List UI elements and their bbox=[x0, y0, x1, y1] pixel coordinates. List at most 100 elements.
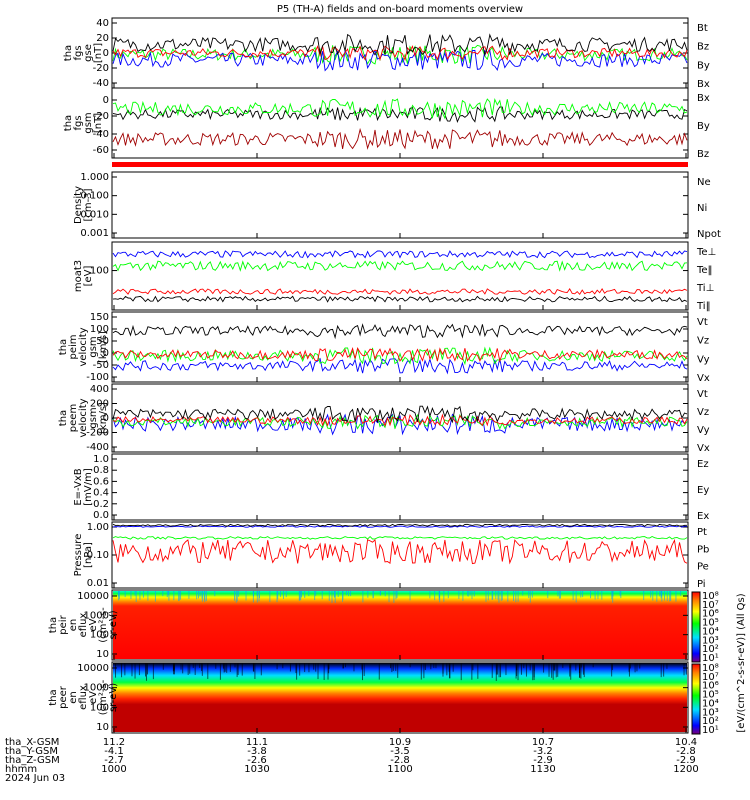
series-line bbox=[112, 33, 688, 57]
panel-6: 400 200 0 -200 -400 tha peem velocity gsm [km/s] V… bbox=[58, 383, 710, 454]
spectrogram-texture bbox=[472, 663, 474, 671]
x-tick-label: -2.9 bbox=[533, 755, 553, 766]
series-line bbox=[112, 45, 688, 62]
spectrogram-texture bbox=[328, 663, 330, 674]
spectrogram-texture bbox=[279, 591, 281, 597]
spectrogram-texture bbox=[219, 663, 221, 680]
spectrogram-texture bbox=[299, 663, 301, 676]
colorbar-tick: 10² bbox=[702, 716, 719, 727]
legend-ex: Ex bbox=[697, 511, 709, 522]
spectrogram-texture bbox=[580, 591, 582, 598]
spectrogram-texture bbox=[254, 663, 256, 679]
spectrogram-texture bbox=[517, 591, 519, 602]
y-axis-label: Pressure bbox=[73, 534, 84, 577]
spectrogram-texture bbox=[235, 591, 237, 603]
spectrogram-texture bbox=[495, 591, 497, 600]
x-tick-label: 1130 bbox=[530, 764, 555, 775]
y-axis-label: [nPa] bbox=[83, 542, 94, 568]
series-line bbox=[112, 535, 688, 540]
spectrogram-texture bbox=[395, 663, 397, 671]
x-tick-label: 10.9 bbox=[389, 737, 411, 748]
y-tick-label: 100 bbox=[90, 324, 109, 335]
y-axis-label: Density bbox=[73, 186, 84, 224]
spectrogram-texture bbox=[285, 591, 287, 598]
y-tick-label: 10 bbox=[96, 722, 109, 733]
x-axis-row-label: 2024 Jun 03 bbox=[5, 773, 65, 784]
legend-ey: Ey bbox=[697, 485, 709, 496]
spectrogram-texture bbox=[337, 591, 339, 597]
y-tick-label: 0 bbox=[103, 48, 109, 59]
colorbar-tick: 10⁵ bbox=[702, 690, 719, 701]
y-axis-label: [nT] bbox=[93, 113, 104, 133]
spectrogram-texture bbox=[276, 591, 278, 603]
spectrogram-texture bbox=[533, 663, 535, 681]
spectrogram-texture bbox=[529, 663, 531, 671]
spectrogram-texture bbox=[289, 663, 291, 672]
spectrogram-texture bbox=[327, 663, 329, 680]
panel-1: 40 20 0 -20 -40 tha fgs gse [nT] Bt Bz By Bx bbox=[63, 17, 710, 90]
spectrogram-texture bbox=[532, 663, 534, 681]
spectrogram-texture bbox=[660, 591, 662, 597]
y-tick-label: -400 bbox=[86, 442, 109, 453]
spectrogram-texture bbox=[557, 591, 559, 597]
spectrogram-texture bbox=[315, 591, 317, 596]
spectrogram-texture bbox=[299, 591, 301, 601]
spectrogram-texture bbox=[118, 591, 120, 601]
chart-title: P5 (TH-A) fields and on-board moments ov… bbox=[277, 4, 523, 15]
series-line bbox=[112, 288, 688, 296]
y-axis-label: [eV] bbox=[83, 266, 94, 287]
x-tick-label: -3.2 bbox=[533, 746, 553, 757]
spectrogram-texture bbox=[590, 591, 592, 599]
panel-frame bbox=[111, 453, 689, 521]
y-tick-label: 100 bbox=[90, 630, 109, 641]
spectrogram-texture bbox=[147, 591, 149, 601]
spectrogram-texture bbox=[372, 591, 374, 599]
y-axis-label: [mV/m] bbox=[83, 468, 94, 506]
legend-te‖: Te‖ bbox=[696, 265, 713, 276]
y-tick-label: 1.00 bbox=[87, 522, 109, 533]
y-axis-label: eflux bbox=[78, 685, 89, 710]
spectrogram-texture bbox=[449, 663, 451, 679]
spectrogram-texture bbox=[182, 663, 184, 674]
spectrogram-texture bbox=[145, 663, 147, 681]
spectrogram-texture bbox=[448, 663, 450, 672]
spectrogram-texture bbox=[553, 663, 555, 671]
y-axis-label: gse bbox=[83, 44, 94, 62]
colorbar-tick: 10⁴ bbox=[702, 626, 719, 637]
spectrogram-texture bbox=[629, 663, 631, 669]
series-line bbox=[112, 127, 688, 150]
legend-bx: Bx bbox=[697, 79, 710, 90]
legend-by: By bbox=[697, 121, 710, 132]
spectrogram-texture bbox=[384, 591, 386, 597]
panel-frame bbox=[111, 171, 689, 239]
spectrogram-texture bbox=[634, 663, 636, 673]
y-tick-label: 0 bbox=[103, 95, 109, 106]
y-tick-label: 0.0 bbox=[93, 510, 109, 521]
spectrogram-texture bbox=[304, 591, 306, 598]
y-axis-label: velocity bbox=[78, 398, 89, 437]
spectrogram-texture bbox=[547, 591, 549, 599]
legend-pe: Pe bbox=[697, 562, 709, 573]
spectrogram-texture bbox=[643, 591, 645, 601]
spectrogram-texture bbox=[392, 663, 394, 671]
spectrogram-texture bbox=[215, 663, 217, 669]
spectrogram-texture bbox=[236, 663, 238, 678]
y-axis-label: fgs bbox=[73, 45, 84, 60]
spectrogram-texture bbox=[296, 663, 298, 680]
series-line bbox=[112, 523, 687, 527]
colorbar-tick: 10³ bbox=[702, 635, 719, 646]
y-axis-label: en bbox=[68, 691, 79, 704]
y-axis-label: gsm bbox=[88, 336, 99, 357]
y-axis-label: peem bbox=[68, 404, 79, 432]
spectrogram-texture bbox=[438, 591, 440, 600]
legend-vz: Vz bbox=[697, 407, 709, 418]
spectrogram bbox=[113, 663, 687, 732]
panel-4: 100 moat3 [eV] Te⊥ Te‖ Ti⊥ Ti‖ bbox=[73, 241, 716, 312]
spectrogram-texture bbox=[201, 591, 203, 602]
spectrogram-texture bbox=[115, 663, 117, 678]
x-axis-row-label: tha_Z-GSM bbox=[5, 755, 60, 766]
spectrogram-texture bbox=[238, 591, 240, 597]
spectrogram-texture bbox=[269, 591, 271, 603]
colorbar-1 bbox=[691, 591, 701, 663]
